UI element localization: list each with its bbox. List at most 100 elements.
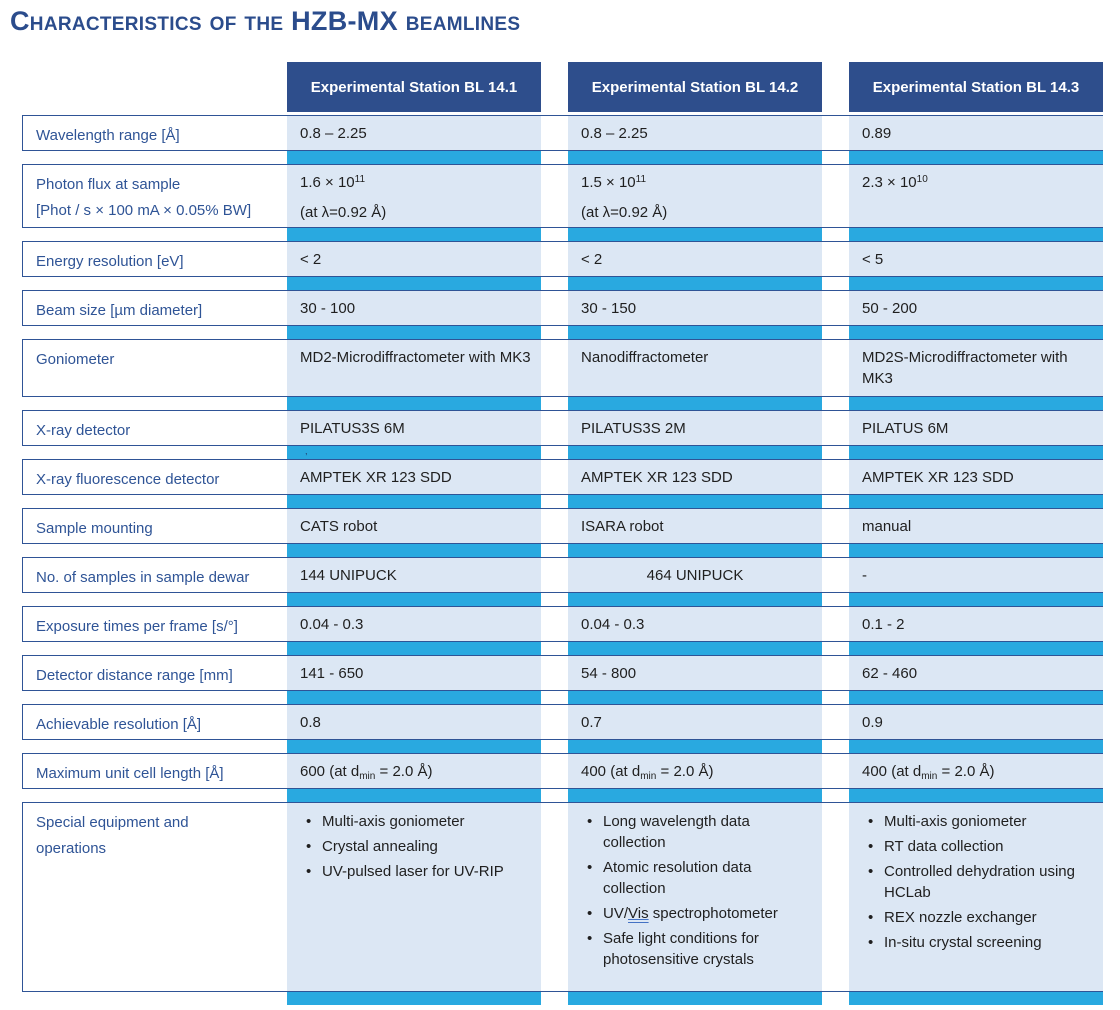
cell-bl143: MD2S-Microdiffractometer with MK3 [849,340,1103,396]
cell-bl142: 400 (at dmin = 2.0 Å) [568,754,822,788]
separator-strip [849,397,1103,410]
separator-strip [287,789,541,802]
row-separator [22,740,1103,753]
separator-strip [287,326,541,339]
flux-note: (at λ=0.92 Å) [300,204,387,221]
table-row-goniometer: Goniometer MD2-Microdiffractometer with … [22,339,1103,397]
cell-bl141: AMPTEK XR 123 SDD [287,460,541,494]
cell-bl142: 0.8 – 2.25 [568,116,822,150]
separator-strip [849,151,1103,164]
row-label: Sample mounting [36,520,153,537]
row-separator [22,326,1103,339]
separator-strip [568,642,822,655]
cell-bl141: 0.8 [287,705,541,739]
separator-strip [849,228,1103,241]
row-separator [22,593,1103,606]
cell-bl142: 54 - 800 [568,656,822,690]
row-label: X-ray fluorescence detector [36,471,220,488]
underlined-word: Vis [628,905,649,922]
column-header-bl141: Experimental Station BL 14.1 [287,62,541,112]
separator-strip [849,495,1103,508]
table-row-special-equipment: Special equipment and operations Multi-a… [22,802,1103,992]
separator-strip [849,691,1103,704]
separator-strip: , [287,446,541,459]
cell-bl142: 30 - 150 [568,291,822,325]
cell-bl143: 0.9 [849,705,1103,739]
cell-bl141: 30 - 100 [287,291,541,325]
cell-bl142: Long wavelength data collection Atomic r… [568,803,822,991]
bullet-item: Atomic resolution data collection [587,857,814,899]
stray-character: , [305,446,308,456]
row-label: Maximum unit cell length [Å] [36,765,224,782]
cell-bl142: AMPTEK XR 123 SDD [568,460,822,494]
bullet-item: Controlled dehydration using HCLab [868,861,1095,903]
cell-bl142: PILATUS3S 2M [568,411,822,445]
cell-bl141: 141 - 650 [287,656,541,690]
row-label: Exposure times per frame [s/°] [36,618,238,635]
separator-strip [849,740,1103,753]
separator-strip [849,789,1103,802]
bullet-item: In-situ crystal screening [868,932,1095,953]
table-row-detector-distance: Detector distance range [mm] 141 - 650 5… [22,655,1103,691]
cell-bl141: Multi-axis goniometer Crystal annealing … [287,803,541,991]
row-label: Special equipment and operations [36,814,189,857]
row-separator [22,789,1103,802]
separator-strip [287,740,541,753]
beamline-characteristics-table: Experimental Station BL 14.1 Experimenta… [22,62,1103,1005]
row-label: X-ray detector [36,422,131,439]
cell-bl143: - [849,558,1103,592]
row-separator [22,151,1103,164]
cell-bl143: manual [849,509,1103,543]
separator-strip [568,789,822,802]
row-separator [22,495,1103,508]
bullet-item: Multi-axis goniometer [868,811,1095,832]
bullet-item: Crystal annealing [306,836,533,857]
cell-bl142: ISARA robot [568,509,822,543]
cell-bl143: 62 - 460 [849,656,1103,690]
separator-strip [568,277,822,290]
separator-strip [849,593,1103,606]
bullet-item: UV-pulsed laser for UV-RIP [306,861,533,882]
header-spacer [22,62,287,112]
row-label: Energy resolution [eV] [36,253,184,270]
cell-bl142: Nanodiffractometer [568,340,822,396]
separator-strip [287,593,541,606]
column-header-bl142: Experimental Station BL 14.2 [568,62,822,112]
bullet-item: REX nozzle exchanger [868,907,1095,928]
cell-bl141: 0.8 – 2.25 [287,116,541,150]
separator-strip [287,151,541,164]
table-row-exposure-times: Exposure times per frame [s/°] 0.04 - 0.… [22,606,1103,642]
cell-bl143: 50 - 200 [849,291,1103,325]
cell-bl141: CATS robot [287,509,541,543]
separator-strip [568,151,822,164]
separator-strip [287,691,541,704]
separator-strip [849,992,1103,1005]
cell-bl141: PILATUS3S 6M [287,411,541,445]
separator-strip [287,277,541,290]
bullet-list-bl143: Multi-axis goniometer RT data collection… [862,810,1095,953]
row-separator [22,397,1103,410]
cell-bl141: MD2-Microdiffractometer with MK3 [287,340,541,396]
row-label: Achievable resolution [Å] [36,716,202,733]
table-row-achievable-resolution: Achievable resolution [Å] 0.8 0.7 0.9 [22,704,1103,740]
row-separator: , [22,446,1103,459]
table-row-max-unit-cell: Maximum unit cell length [Å] 600 (at dmi… [22,753,1103,789]
separator-strip [287,544,541,557]
flux-value: 1.6 × 1011 [300,174,366,191]
row-label: Detector distance range [mm] [36,667,233,684]
table-header-row: Experimental Station BL 14.1 Experimenta… [22,62,1103,112]
table-row-energy-resolution: Energy resolution [eV] < 2 < 2 < 5 [22,241,1103,277]
cell-bl143: Multi-axis goniometer RT data collection… [849,803,1103,991]
separator-strip [287,642,541,655]
cell-bl142: 464 UNIPUCK [568,558,822,592]
separator-strip [568,691,822,704]
column-header-bl143: Experimental Station BL 14.3 [849,62,1103,112]
separator-strip [849,277,1103,290]
separator-strip [849,326,1103,339]
cell-bl143: 0.89 [849,116,1103,150]
separator-strip [568,992,822,1005]
row-separator [22,691,1103,704]
table-row-wavelength: Wavelength range [Å] 0.8 – 2.25 0.8 – 2.… [22,115,1103,151]
table-row-beam-size: Beam size [µm diameter] 30 - 100 30 - 15… [22,290,1103,326]
table-bottom-separator [22,992,1103,1005]
